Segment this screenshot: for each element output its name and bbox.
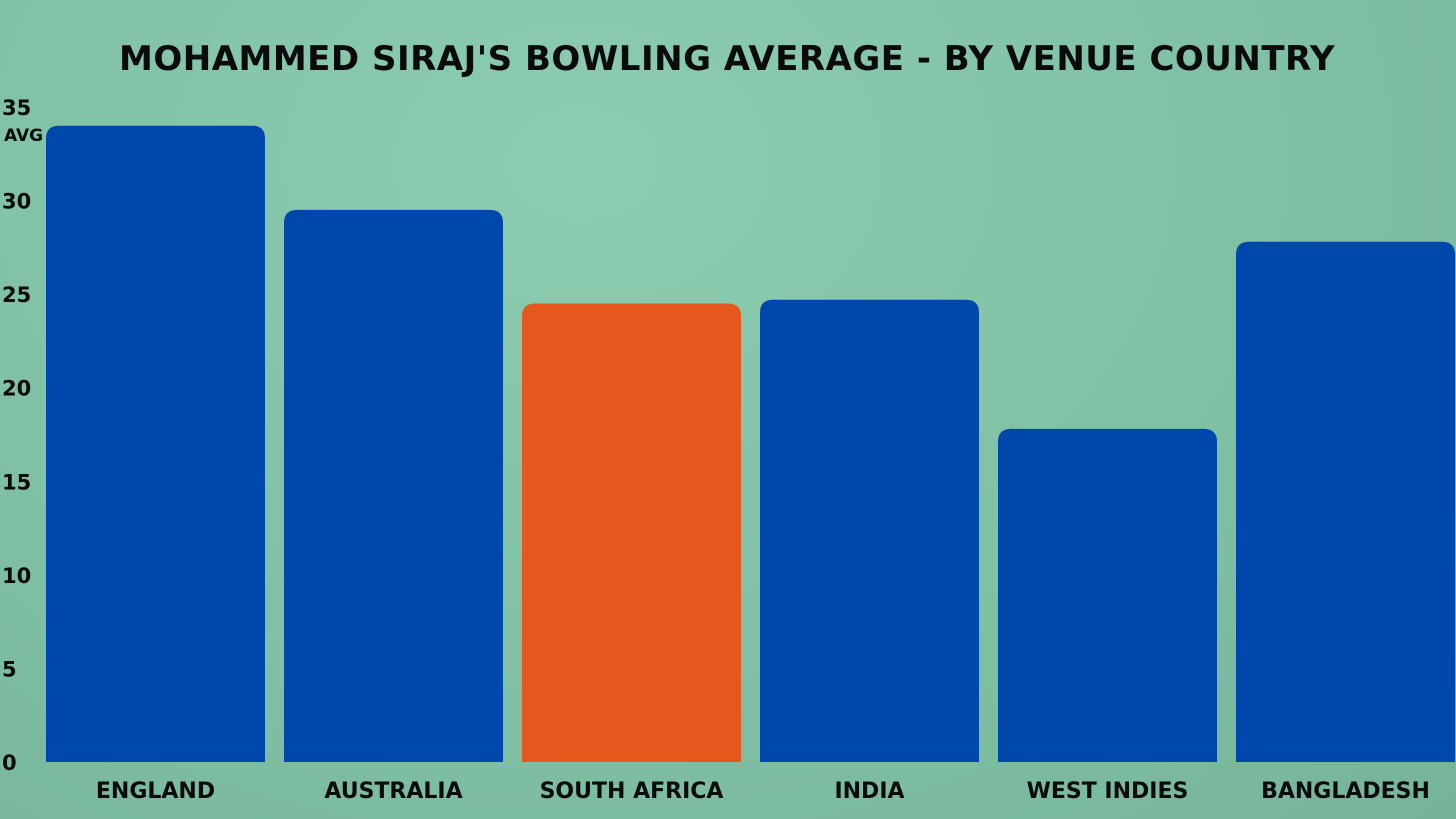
x-category-label: AUSTRALIA — [324, 779, 462, 804]
x-axis-labels: ENGLAND AUSTRALIA SOUTH AFRICA INDIA WEST IN… — [96, 779, 1430, 804]
bar-australia — [284, 209, 503, 762]
chart-title: MOHAMMED SIRAJ'S BOWLING AVERAGE - BY VE… — [119, 39, 1335, 79]
y-tick-label: 20 — [2, 377, 31, 401]
y-tick-label: 10 — [2, 564, 31, 588]
bar-england — [46, 125, 265, 762]
x-category-label: BANGLADESH — [1261, 779, 1430, 804]
y-axis-ticks: 0 5 10 15 20 25 30 35 — [2, 96, 31, 775]
y-tick-label: 5 — [2, 657, 17, 681]
bar-south-africa — [522, 303, 741, 762]
y-tick-label: 0 — [2, 751, 17, 775]
x-category-label: INDIA — [834, 779, 904, 804]
bar-west-indies — [998, 428, 1217, 762]
bar-bangladesh — [1236, 241, 1455, 762]
y-tick-label: 30 — [2, 190, 31, 214]
y-tick-label: 25 — [2, 283, 31, 307]
bar-india — [760, 299, 979, 762]
x-category-label: ENGLAND — [96, 779, 215, 804]
bars-group — [46, 125, 1455, 762]
y-axis-label: AVG — [4, 126, 43, 146]
x-category-label: SOUTH AFRICA — [540, 779, 724, 804]
x-category-label: WEST INDIES — [1027, 779, 1189, 804]
y-tick-label: 35 — [2, 96, 31, 120]
y-tick-label: 15 — [2, 470, 31, 494]
